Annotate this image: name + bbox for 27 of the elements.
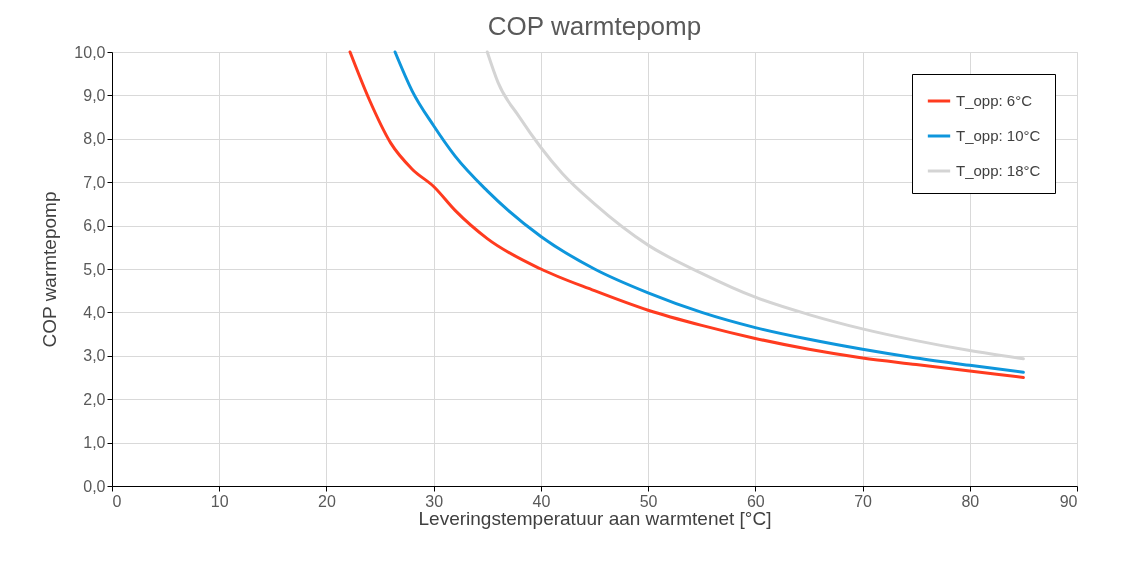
x-tick-label: 0 [112,492,122,510]
y-tick-label: 2,0 [83,390,106,408]
y-tick-label: 3,0 [83,347,106,365]
x-tick-label: 10 [210,492,229,510]
legend-label: T_opp: 10°C [956,127,1041,144]
y-tick-label: 6,0 [83,217,106,235]
chart-title: COP warmtepomp [487,11,702,41]
y-tick-label: 9,0 [83,86,106,104]
x-tick-label: 70 [854,492,873,510]
x-tick-label: 60 [746,492,765,510]
x-tick-label: 90 [1059,492,1078,510]
x-tick-label: 50 [639,492,658,510]
x-tick-label: 40 [532,492,551,510]
y-tick-label: 5,0 [83,260,106,278]
y-tick-label: 0,0 [83,477,106,495]
legend-label: T_opp: 6°C [956,92,1033,109]
y-tick-label: 7,0 [83,173,106,191]
legend-label: T_opp: 18°C [956,162,1041,179]
x-tick-label: 30 [425,492,444,510]
y-tick-label: 1,0 [83,434,106,452]
y-axis-title: COP warmtepomp [39,191,61,348]
x-axis-title: Leveringstemperatuur aan warmtenet [°C] [418,507,772,529]
x-tick-label: 20 [318,492,336,510]
x-tick-label: 80 [961,492,980,510]
y-tick-label: 10,0 [74,43,106,61]
y-tick-label: 4,0 [83,303,106,321]
y-tick-label: 8,0 [83,130,106,148]
